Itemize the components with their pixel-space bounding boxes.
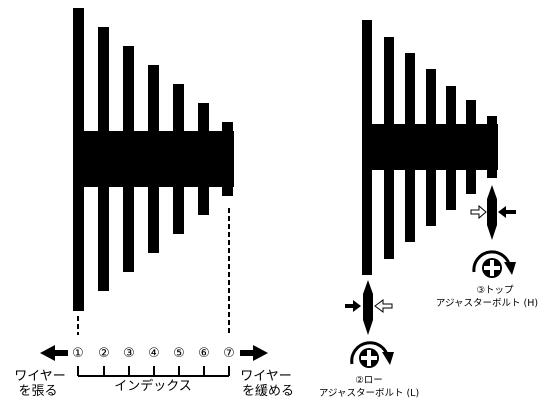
adjust-bolt-icon xyxy=(350,341,394,368)
arrow-right-icon xyxy=(240,345,268,361)
tighten-label-1: ワイヤー xyxy=(14,369,66,384)
left-cassette xyxy=(73,8,234,311)
low-adjuster-name: アジャスターボルト (L) xyxy=(319,388,419,398)
top-adjuster-name: アジャスターボルト (H) xyxy=(436,298,538,309)
index-1: ① xyxy=(72,346,84,361)
right-cassette-hub xyxy=(372,124,498,170)
index-6: ⑥ xyxy=(198,346,210,361)
tighten-label-2: を張る xyxy=(18,384,57,398)
index-numbers: ① ② ③ ④ ⑤ ⑥ ⑦ xyxy=(72,346,235,361)
arrow-right-hollow-icon xyxy=(470,204,487,220)
arrow-right-icon xyxy=(345,300,361,312)
index-scale xyxy=(77,366,230,377)
loosen-label-2: を緩める xyxy=(242,384,294,398)
arrow-left-hollow-icon xyxy=(374,299,393,313)
index-2: ② xyxy=(98,346,110,361)
right-cog-1 xyxy=(362,20,372,275)
low-adjuster-title: ②ロー xyxy=(355,375,383,386)
index-5: ⑤ xyxy=(173,346,185,361)
index-7: ⑦ xyxy=(223,346,235,361)
index-4: ④ xyxy=(148,346,160,361)
index-3: ③ xyxy=(123,346,135,361)
loosen-label-1: ワイヤー xyxy=(240,369,292,384)
adjust-pointer-icon xyxy=(470,185,516,240)
adjust-pointer-icon xyxy=(345,280,393,335)
index-scale-label: インデックス xyxy=(114,378,192,394)
cog-1 xyxy=(73,8,84,311)
top-adjuster-title: ③トップ xyxy=(476,285,514,296)
adjust-bolt-icon xyxy=(472,250,516,278)
right-cassette xyxy=(362,20,498,275)
arrow-left-icon xyxy=(498,206,516,218)
arrow-left-icon xyxy=(40,345,68,361)
cassette-hub xyxy=(84,131,234,187)
